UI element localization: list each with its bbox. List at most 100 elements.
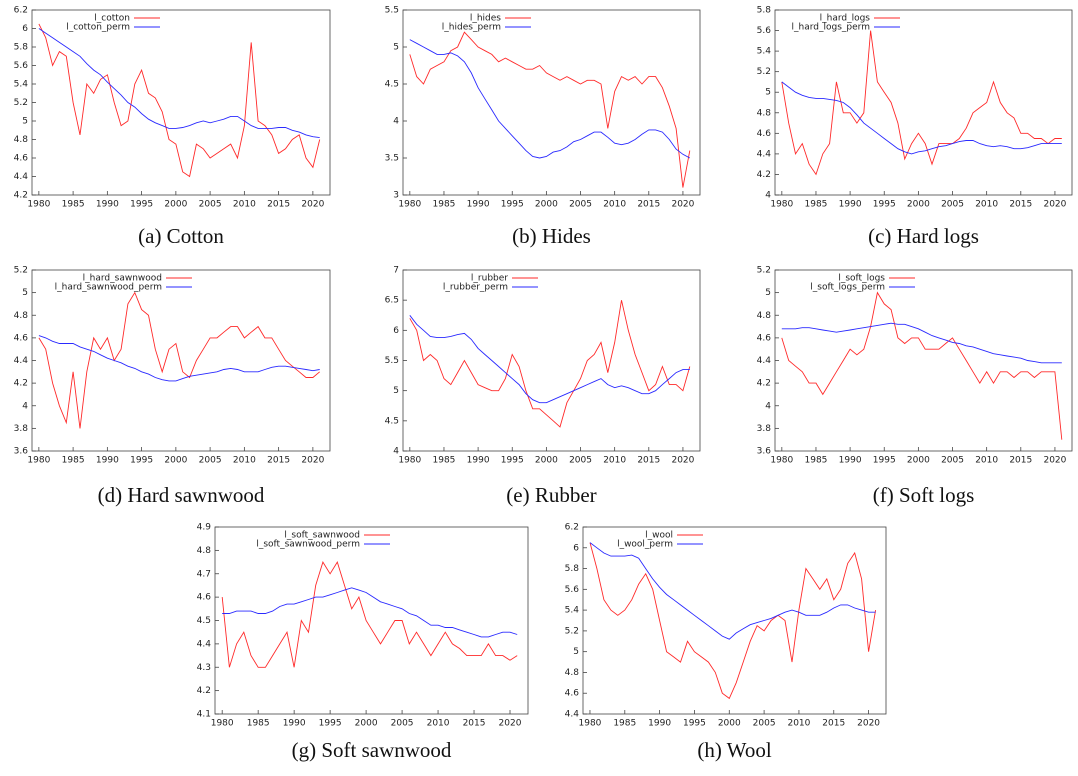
x-tick-label: 1995 bbox=[873, 456, 896, 466]
legend-label: l_rubber_perm bbox=[443, 283, 508, 293]
x-tick-label: 2015 bbox=[267, 456, 290, 466]
legend-label: l_hard_sawnwood bbox=[83, 274, 162, 284]
y-tick-label: 5.2 bbox=[757, 67, 771, 77]
x-tick-label: 2005 bbox=[941, 456, 964, 466]
series-line bbox=[222, 587, 518, 638]
plot-frame bbox=[402, 9, 701, 196]
x-tick-label: 2010 bbox=[787, 719, 810, 729]
x-tick-label: 2005 bbox=[199, 456, 222, 466]
caption: (a) Cotton bbox=[138, 224, 224, 248]
y-tick-label: 5 bbox=[22, 288, 28, 298]
y-tick-label: 6.2 bbox=[14, 6, 28, 16]
x-tick-label: 2015 bbox=[822, 719, 845, 729]
x-tick-label: 1990 bbox=[96, 456, 119, 466]
x-tick-label: 2015 bbox=[637, 456, 660, 466]
series-line bbox=[589, 542, 877, 700]
x-tick-label: 2015 bbox=[463, 719, 486, 729]
y-tick-label: 4 bbox=[393, 447, 399, 457]
y-tick-label: 5.8 bbox=[757, 6, 772, 16]
y-tick-label: 3.6 bbox=[757, 447, 772, 457]
y-tick-label: 5.2 bbox=[565, 626, 579, 636]
x-tick-label: 2000 bbox=[907, 456, 930, 466]
y-tick-label: 5.6 bbox=[14, 61, 29, 71]
y-tick-label: 5.6 bbox=[565, 585, 580, 595]
y-tick-label: 4.8 bbox=[197, 546, 212, 556]
legend-label: l_soft_logs bbox=[838, 274, 885, 284]
x-tick-label: 1985 bbox=[805, 456, 828, 466]
x-tick-label: 2020 bbox=[301, 200, 324, 210]
series-line bbox=[409, 39, 691, 159]
y-tick-label: 5.4 bbox=[565, 606, 580, 616]
y-tick-label: 5 bbox=[765, 88, 771, 98]
y-tick-label: 6 bbox=[573, 543, 579, 553]
y-tick-label: 4.3 bbox=[197, 663, 211, 673]
x-tick-label: 1995 bbox=[130, 456, 153, 466]
y-tick-label: 4.2 bbox=[757, 379, 771, 389]
x-tick-label: 2005 bbox=[569, 456, 592, 466]
legend-label: l_hides_perm bbox=[442, 23, 501, 33]
x-tick-label: 2010 bbox=[603, 456, 626, 466]
y-tick-label: 4.8 bbox=[14, 135, 29, 145]
y-tick-label: 4.2 bbox=[757, 170, 771, 180]
x-tick-label: 2020 bbox=[857, 719, 880, 729]
y-tick-label: 5.5 bbox=[385, 6, 399, 16]
y-tick-label: 3.6 bbox=[14, 447, 29, 457]
x-tick-label: 2010 bbox=[233, 200, 256, 210]
series-line bbox=[781, 30, 1062, 176]
series-line bbox=[38, 28, 320, 139]
y-tick-label: 3.5 bbox=[385, 154, 399, 164]
y-tick-label: 4.6 bbox=[757, 129, 772, 139]
x-tick-label: 2005 bbox=[941, 200, 964, 210]
x-tick-label: 2010 bbox=[975, 456, 998, 466]
x-tick-label: 2020 bbox=[1043, 456, 1066, 466]
x-tick-label: 1980 bbox=[27, 456, 50, 466]
x-tick-label: 1990 bbox=[283, 719, 306, 729]
x-tick-label: 1980 bbox=[579, 719, 602, 729]
series-line bbox=[781, 81, 1062, 155]
y-tick-label: 4.5 bbox=[197, 616, 211, 626]
y-tick-label: 5.5 bbox=[385, 356, 399, 366]
legend-label: l_cotton bbox=[94, 14, 130, 24]
x-tick-label: 1990 bbox=[467, 456, 490, 466]
y-tick-label: 4.8 bbox=[565, 668, 580, 678]
y-tick-label: 4.6 bbox=[14, 154, 29, 164]
y-tick-label: 4 bbox=[393, 117, 399, 127]
y-tick-label: 4.4 bbox=[757, 149, 772, 159]
x-tick-label: 1995 bbox=[501, 456, 524, 466]
legend-label: l_cotton_perm bbox=[66, 23, 130, 33]
y-tick-label: 5.2 bbox=[14, 98, 28, 108]
legend-label: l_soft_sawnwood_perm bbox=[256, 540, 360, 550]
x-tick-label: 2020 bbox=[301, 456, 324, 466]
plot-frame bbox=[31, 9, 331, 196]
x-tick-label: 2005 bbox=[391, 719, 414, 729]
x-tick-label: 2000 bbox=[164, 456, 187, 466]
y-tick-label: 4.5 bbox=[385, 80, 399, 90]
x-tick-label: 2015 bbox=[1009, 456, 1032, 466]
plot-frame bbox=[774, 9, 1073, 196]
y-tick-label: 4.7 bbox=[197, 569, 211, 579]
x-tick-label: 1980 bbox=[398, 456, 421, 466]
series-line bbox=[38, 335, 320, 382]
y-tick-label: 5.2 bbox=[757, 266, 771, 276]
y-tick-label: 4.4 bbox=[14, 172, 29, 182]
x-tick-label: 2000 bbox=[907, 200, 930, 210]
x-tick-label: 1990 bbox=[96, 200, 119, 210]
x-tick-label: 1990 bbox=[648, 719, 671, 729]
y-tick-label: 5.4 bbox=[757, 47, 772, 57]
x-tick-label: 2000 bbox=[718, 719, 741, 729]
y-tick-label: 5.8 bbox=[14, 43, 29, 53]
x-tick-label: 1990 bbox=[839, 456, 862, 466]
series-line bbox=[409, 300, 691, 428]
caption: (g) Soft sawnwood bbox=[292, 738, 452, 762]
y-tick-label: 4.5 bbox=[385, 416, 399, 426]
caption: (e) Rubber bbox=[506, 483, 596, 507]
y-tick-label: 5 bbox=[393, 386, 399, 396]
y-tick-label: 5 bbox=[573, 647, 579, 657]
plot-frame bbox=[402, 269, 701, 452]
x-tick-label: 1995 bbox=[873, 200, 896, 210]
series-line bbox=[38, 291, 320, 429]
x-tick-label: 2010 bbox=[975, 200, 998, 210]
y-tick-label: 4.4 bbox=[757, 356, 772, 366]
caption: (h) Wool bbox=[697, 738, 771, 762]
x-tick-label: 2010 bbox=[427, 719, 450, 729]
